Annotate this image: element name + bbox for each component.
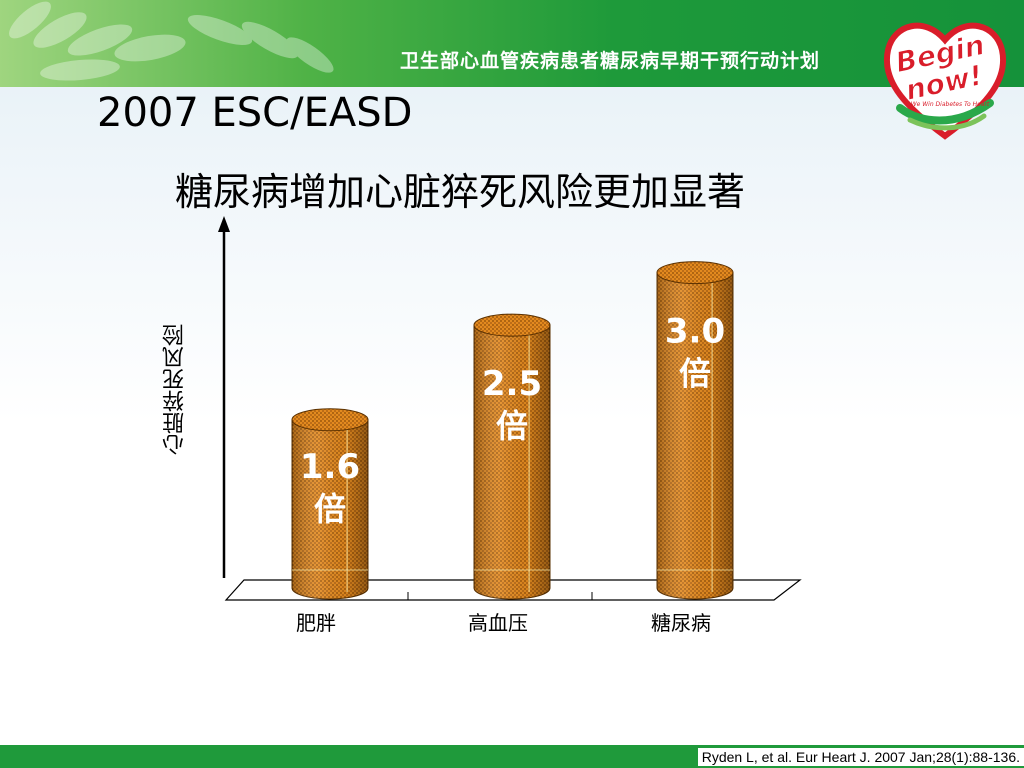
begin-now-logo: Begin now! We Win Diabetes To Heart — [883, 22, 1007, 140]
bar-top — [291, 408, 369, 432]
slide-subtitle: 糖尿病增加心脏猝死风险更加显著 — [175, 170, 746, 214]
bar-top — [656, 261, 734, 285]
bar-value-label: 1.6 — [300, 447, 360, 487]
bar-value-label: 2.5 — [482, 364, 542, 404]
bar-2 — [473, 313, 551, 600]
hands-decoration-icon — [9, 1, 334, 81]
x-tick-label: 糖尿病 — [651, 611, 711, 635]
logo-tagline: We Win Diabetes To Heart — [911, 101, 990, 108]
x-tick-label: 高血压 — [468, 611, 528, 635]
y-axis-arrow-icon — [218, 216, 230, 232]
header-banner: 卫生部心血管疾病患者糖尿病早期干预行动计划 — [0, 0, 1024, 87]
bar-value-label: 3.0 — [665, 312, 725, 352]
bar-shading — [474, 325, 550, 599]
bar-shading — [292, 419, 368, 599]
citation-text: Ryden L, et al. Eur Heart J. 2007 Jan;28… — [697, 748, 1024, 766]
bar-value-unit: 倍 — [314, 490, 346, 528]
bar-value-unit: 倍 — [496, 407, 528, 445]
bar-shading — [657, 272, 733, 599]
x-tick-label: 肥胖 — [296, 611, 336, 635]
bar-value-unit: 倍 — [679, 355, 711, 393]
program-title: 卫生部心血管疾病患者糖尿病早期干预行动计划 — [400, 50, 821, 72]
bar-1 — [291, 408, 369, 600]
bar-top — [473, 313, 551, 337]
bar-3 — [656, 261, 734, 600]
slide-title: 2007 ESC/EASD — [97, 90, 413, 136]
